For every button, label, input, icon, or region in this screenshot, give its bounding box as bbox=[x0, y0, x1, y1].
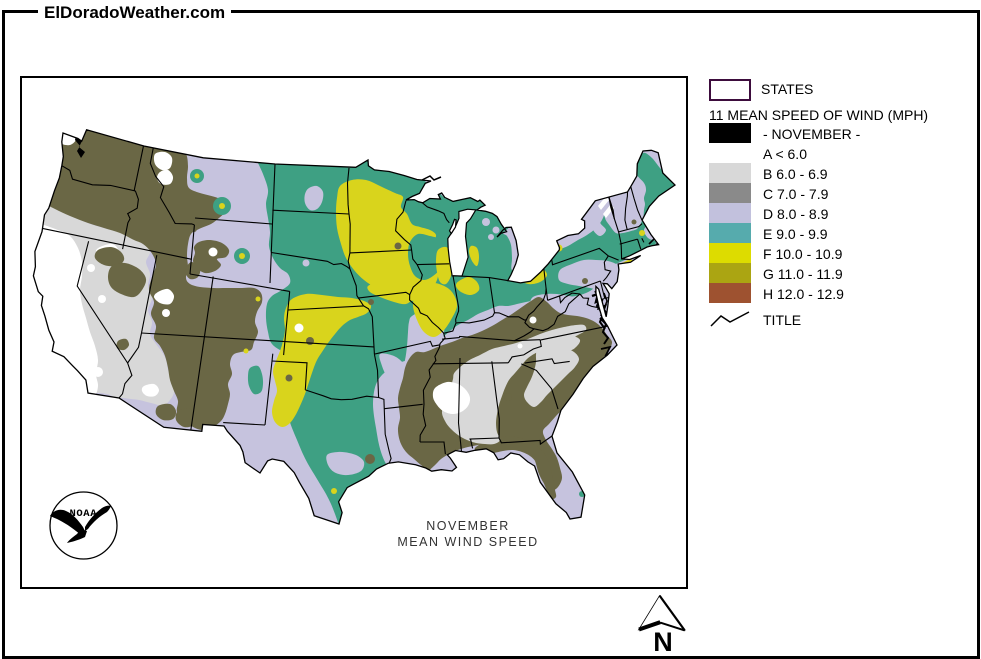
svg-text:NOAA: NOAA bbox=[70, 508, 98, 520]
svg-text:N: N bbox=[653, 627, 673, 657]
